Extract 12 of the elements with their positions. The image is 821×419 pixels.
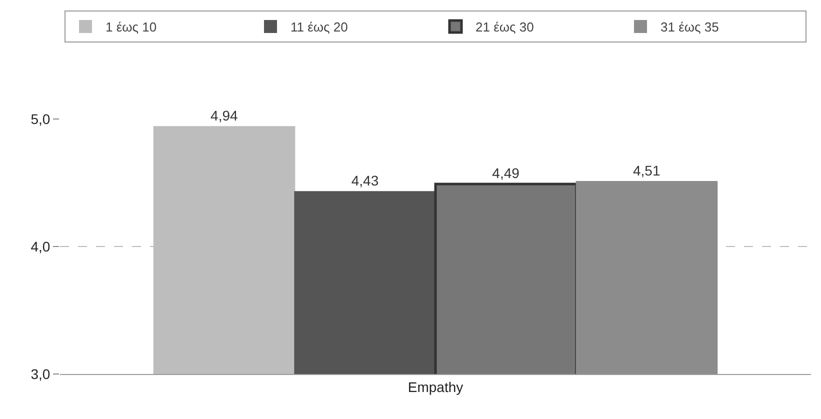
legend-label: 11 έως 20 <box>290 20 348 35</box>
y-tick-label: 3,0 <box>30 366 50 382</box>
legend-label: 1 έως 10 <box>106 20 157 35</box>
data-label: 4,49 <box>492 165 520 182</box>
data-label: 4,43 <box>351 172 379 189</box>
legend-label: 21 έως 30 <box>476 20 534 35</box>
y-tick-label: 4,0 <box>30 238 50 254</box>
data-label: 4,51 <box>632 162 660 178</box>
legend-label: 31 έως 35 <box>660 20 719 35</box>
data-label: 4,94 <box>210 108 238 124</box>
x-tick-label: Empathy <box>408 378 464 395</box>
y-tick-label: 5,0 <box>30 110 50 127</box>
